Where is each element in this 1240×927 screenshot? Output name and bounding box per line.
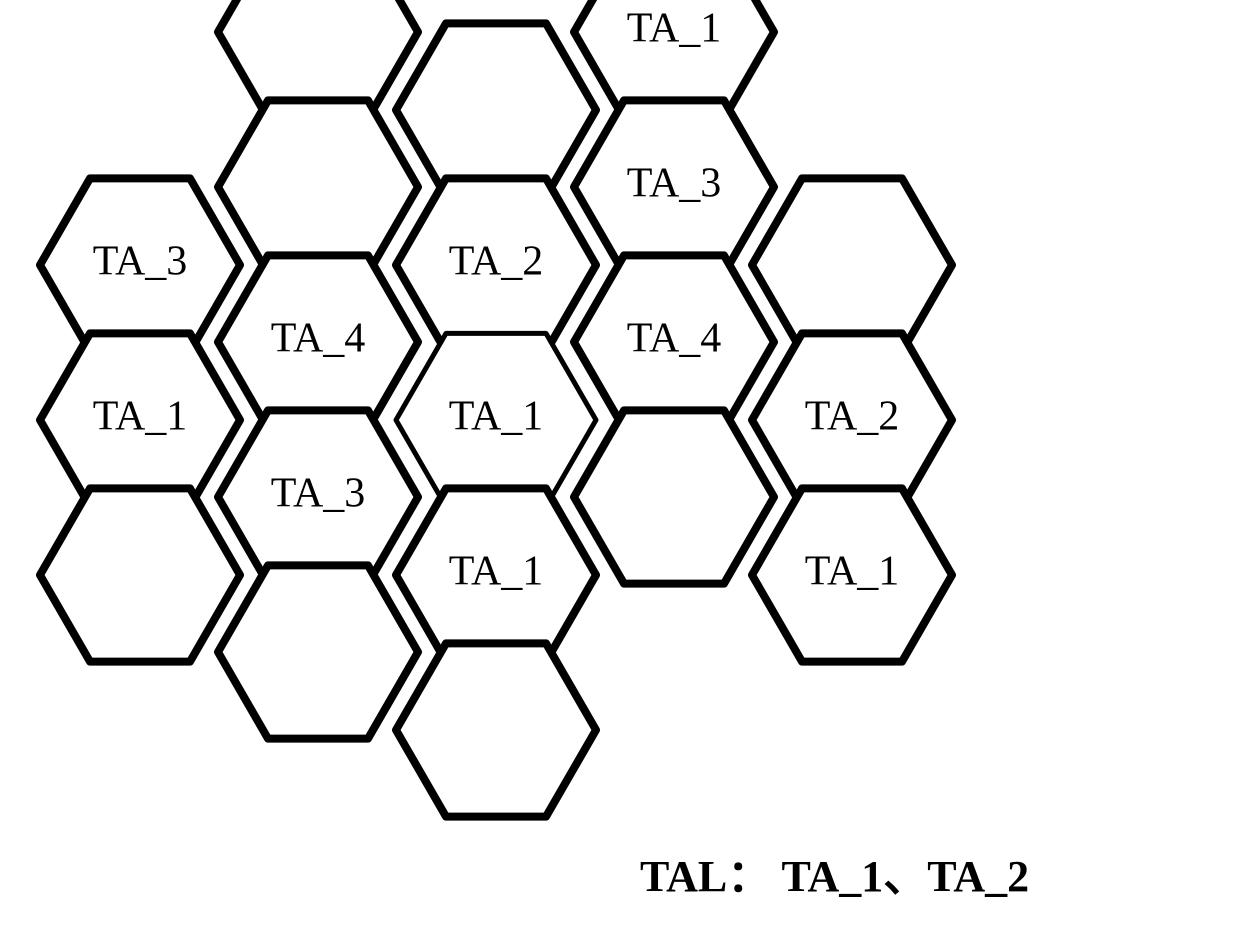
hex-label: TA_2 <box>449 239 544 285</box>
hex-label: TA_3 <box>627 161 722 207</box>
hex-cell <box>218 565 418 738</box>
diagram-stage: TA_3 TA_1 TA_4 TA_3 TA_2 TA_1 TA_1 TA_1 TA_3 TA_4… <box>0 0 1240 927</box>
hex-cell <box>752 178 952 351</box>
hex-cell <box>40 488 240 661</box>
hex-cell <box>396 643 596 816</box>
hex-label: TA_1 <box>449 549 544 595</box>
hex-cell <box>396 23 596 196</box>
hex-label: TA_1 <box>449 394 544 440</box>
hex-label: TA_3 <box>93 239 188 285</box>
hex-cell <box>574 410 774 583</box>
caption: TAL： TA_1、TA_2 <box>640 840 1029 904</box>
hex-label: TA_3 <box>271 471 366 517</box>
caption-items: TA_1、TA_2 <box>781 852 1029 901</box>
hex-label: TA_1 <box>627 6 722 52</box>
caption-prefix: TAL： <box>640 852 771 901</box>
hex-label: TA_2 <box>805 394 900 440</box>
hex-label: TA_1 <box>93 394 188 440</box>
hex-label: TA_1 <box>805 549 900 595</box>
hex-cell <box>218 100 418 273</box>
hex-label: TA_4 <box>271 316 366 362</box>
hex-grid: TA_3 TA_1 TA_4 TA_3 TA_2 TA_1 TA_1 TA_1 TA_3 TA_4… <box>0 0 1240 927</box>
hex-label: TA_4 <box>627 316 722 362</box>
